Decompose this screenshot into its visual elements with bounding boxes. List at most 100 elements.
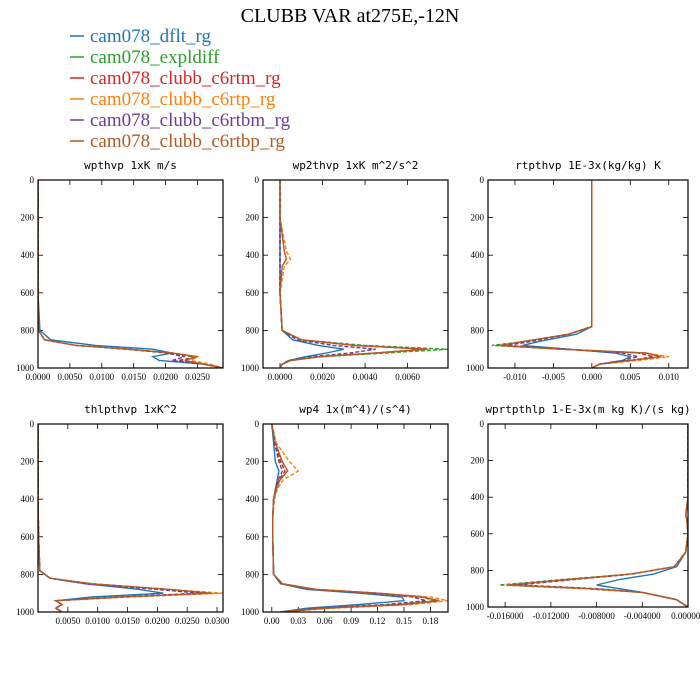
- series-line: [507, 424, 688, 607]
- legend-entry: cam078_expldiff: [90, 47, 220, 68]
- series-line: [38, 424, 223, 612]
- y-tick-label: 400: [21, 494, 35, 504]
- y-tick-label: 0: [30, 419, 35, 429]
- x-tick-label: 0.0100: [85, 616, 110, 626]
- y-tick-label: 800: [246, 325, 260, 335]
- legend: cam078_dflt_rgcam078_expldiffcam078_club…: [70, 26, 291, 152]
- series-line: [516, 424, 688, 607]
- x-tick-label: 0.00: [264, 616, 280, 626]
- y-tick-label: 200: [471, 213, 485, 223]
- y-tick-label: 600: [246, 288, 260, 298]
- panel-6: wprtpthlp 1-E-3x(m kg K)/(s kg)0 200 400 60…: [466, 403, 700, 621]
- series-line: [38, 180, 223, 368]
- y-tick-label: 200: [21, 457, 35, 467]
- y-tick-label: 200: [471, 456, 485, 466]
- series-line: [271, 424, 435, 612]
- x-tick-label: 0.005: [620, 372, 641, 382]
- series-line: [499, 180, 669, 368]
- x-tick-label: -0.008000: [578, 611, 615, 621]
- series-group: [491, 180, 669, 368]
- x-tick-label: -0.010: [503, 372, 527, 382]
- series-line: [38, 424, 212, 612]
- series-line: [271, 424, 427, 612]
- y-tick-label: 600: [246, 532, 260, 542]
- x-tick-label: 0.0060: [395, 372, 420, 382]
- panel-title: thlpthvp 1xK^2: [84, 403, 177, 416]
- y-tick-label: 600: [21, 532, 35, 542]
- series-line: [38, 424, 206, 612]
- panel-title: wp4 1x(m^4)/(s^4): [299, 403, 412, 416]
- y-tick-label: 1000: [466, 602, 485, 612]
- series-line: [271, 424, 440, 612]
- panel-5: wp4 1x(m^4)/(s^4) 0 200 400 600 800 1000 0.00 0.…: [241, 403, 449, 626]
- series-line: [507, 180, 639, 368]
- series-line: [38, 180, 223, 368]
- panel-title: wprtpthlp 1-E-3x(m kg K)/(s kg): [485, 403, 690, 416]
- y-tick-label: 400: [246, 494, 260, 504]
- series-line: [38, 424, 218, 612]
- plot-frame: [487, 179, 689, 369]
- panel-title: wpthvp 1xK m/s: [84, 159, 177, 172]
- y-tick-label: 0: [255, 419, 260, 429]
- x-tick-label: 0.0000: [268, 372, 293, 382]
- x-tick-label: 0.0050: [58, 372, 83, 382]
- panel-3: rtpthvp 1E-3x(kg/kg) K 0 200 400 600 800 1000 -…: [466, 159, 689, 382]
- figure-title: CLUBB VAR at275E,-12N: [241, 5, 460, 27]
- x-tick-label: -0.004000: [624, 611, 661, 621]
- series-line: [596, 424, 688, 607]
- x-tick-label: 0.000: [582, 372, 603, 382]
- x-tick-label: 0.0020: [310, 372, 335, 382]
- y-tick-label: 800: [471, 325, 485, 335]
- x-tick-label: 0.03: [290, 616, 306, 626]
- series-line: [499, 180, 662, 368]
- series-group: [279, 180, 448, 368]
- x-tick-label: 0.000000: [671, 611, 700, 621]
- x-tick-label: 0.0050: [55, 616, 80, 626]
- x-tick-label: 0.0200: [145, 616, 170, 626]
- series-line: [38, 180, 223, 368]
- y-tick-label: 1000: [466, 363, 485, 373]
- panel-title: wp2thvp 1xK m^2/s^2: [293, 159, 419, 172]
- series-group: [38, 424, 223, 612]
- y-tick-label: 800: [471, 565, 485, 575]
- y-tick-label: 0: [480, 175, 485, 185]
- series-line: [279, 180, 344, 368]
- x-tick-label: -0.012000: [532, 611, 569, 621]
- y-tick-label: 1000: [16, 363, 35, 373]
- y-tick-label: 1000: [16, 607, 35, 617]
- y-tick-label: 600: [471, 529, 485, 539]
- y-tick-label: 200: [21, 213, 35, 223]
- series-line: [38, 180, 223, 368]
- series-line: [279, 180, 427, 368]
- panel-2: wp2thvp 1xK m^2/s^2 0 200 400 600 800 1000 0.00…: [241, 159, 449, 382]
- y-tick-label: 1000: [241, 363, 260, 373]
- series-line: [38, 424, 200, 612]
- x-tick-label: 0.0000: [26, 372, 51, 382]
- y-tick-label: 400: [246, 250, 260, 260]
- y-tick-label: 200: [246, 457, 260, 467]
- legend-entry: cam078_clubb_c6rtp_rg: [90, 89, 276, 110]
- y-tick-label: 0: [255, 175, 260, 185]
- plot-frame: [37, 423, 224, 613]
- x-tick-label: 0.010: [659, 372, 680, 382]
- series-line: [491, 180, 662, 368]
- series-line: [271, 424, 406, 612]
- x-tick-label: -0.005: [542, 372, 566, 382]
- series-line: [38, 180, 223, 368]
- legend-entry: cam078_clubb_c6rtbp_rg: [90, 131, 285, 152]
- y-tick-label: 800: [21, 325, 35, 335]
- x-tick-label: 0.18: [423, 616, 439, 626]
- plot-frame: [262, 423, 449, 613]
- plot-frame: [487, 423, 689, 608]
- x-tick-label: -0.016000: [487, 611, 524, 621]
- y-tick-label: 800: [246, 569, 260, 579]
- panel-title: rtpthvp 1E-3x(kg/kg) K: [515, 159, 661, 172]
- x-tick-label: 0.0040: [353, 372, 378, 382]
- y-tick-label: 400: [471, 492, 485, 502]
- series-line: [499, 180, 654, 368]
- y-tick-label: 200: [246, 213, 260, 223]
- x-tick-label: 0.0100: [89, 372, 114, 382]
- series-line: [271, 424, 440, 612]
- series-line: [505, 424, 688, 607]
